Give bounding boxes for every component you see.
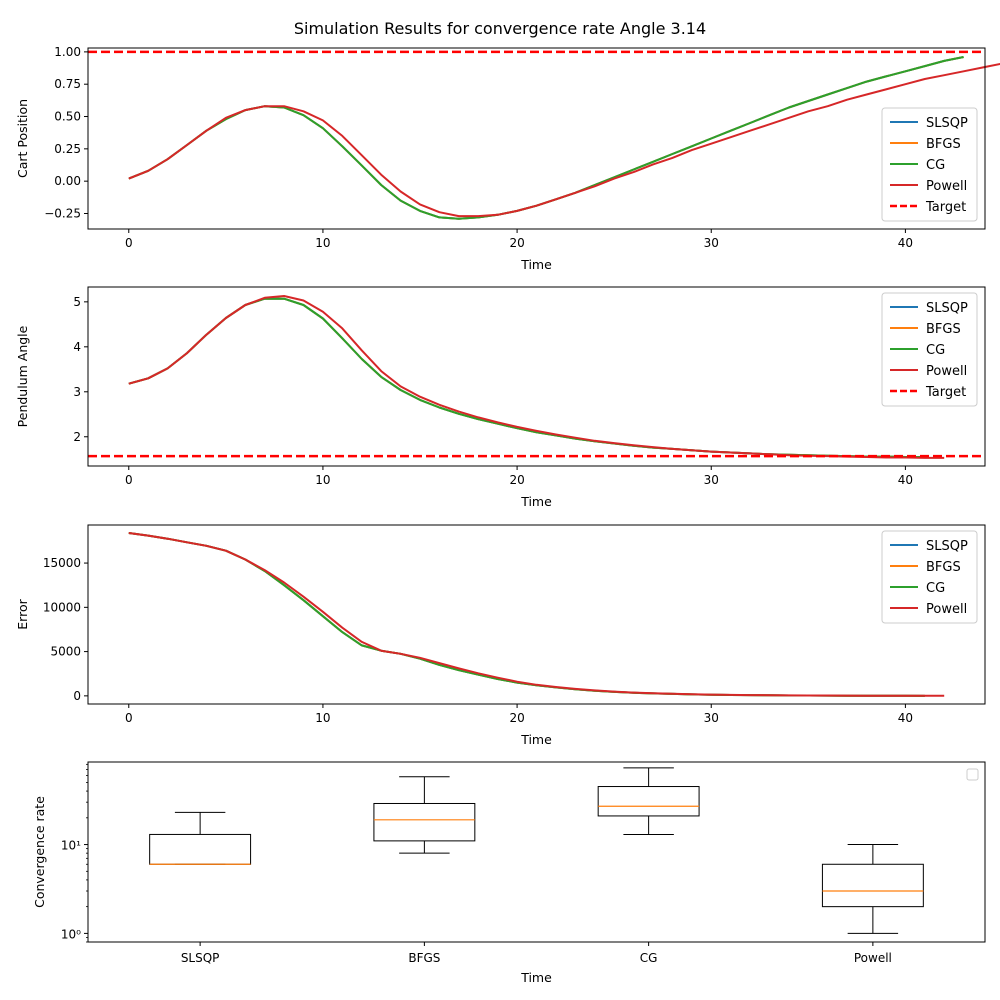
- legend-label: Powell: [926, 364, 967, 379]
- legend-box: [881, 107, 978, 222]
- series-line-powell: [128, 62, 1000, 218]
- subplot-3: 0 10 20 30 40 0 5000 10000 15000 Time Error SLSQP BF…: [15, 524, 986, 747]
- series-line-bfgs: [128, 532, 925, 697]
- legend-label: Powell: [926, 602, 967, 617]
- x-axis-label: Time: [520, 732, 552, 747]
- y-tick-label: 0.00: [54, 174, 81, 188]
- plot-frame: [87, 47, 986, 230]
- x-tick-label: 40: [898, 473, 913, 487]
- x-tick-label: 30: [704, 236, 719, 250]
- y-tick-label: 1.00: [54, 45, 81, 59]
- x-tick-label: Powell: [854, 951, 892, 965]
- box-iqr: [373, 802, 476, 842]
- y-tick-label: 0: [73, 689, 81, 703]
- y-tick-label: 4: [73, 340, 81, 354]
- legend-box: [881, 530, 978, 624]
- x-tick-label: 20: [509, 236, 524, 250]
- legend-label: CG: [926, 158, 945, 173]
- subplot-2: 0 10 20 30 40 2 3 4 5 Time Pendulum Angle SLSQP BFGS…: [15, 286, 986, 509]
- series-line-powell: [128, 295, 945, 459]
- legend-label: CG: [926, 581, 945, 596]
- legend-label: BFGS: [926, 322, 961, 337]
- x-tick-label: 20: [509, 473, 524, 487]
- legend-label: SLSQP: [926, 539, 968, 554]
- series-line-bfgs: [128, 56, 964, 220]
- series-line-cg: [128, 297, 925, 458]
- y-axis-label: Cart Position: [15, 99, 30, 178]
- figure-title: Simulation Results for convergence rate …: [294, 19, 706, 38]
- box-iqr: [597, 786, 700, 817]
- legend-label: Target: [925, 385, 966, 400]
- legend-label: SLSQP: [926, 301, 968, 316]
- y-axis-label: Pendulum Angle: [15, 325, 30, 427]
- box-bfgs: [373, 776, 476, 854]
- plot-frame: [87, 761, 986, 943]
- legend-box: [966, 768, 979, 781]
- legend-label: Powell: [926, 179, 967, 194]
- y-axis-label: Error: [15, 598, 30, 629]
- y-tick-label: −0.25: [44, 206, 81, 220]
- subplot-1: 0 10 20 30 40 −0.25 0.00 0.25 0.50 0.75 1.00 Time Ca…: [15, 45, 1000, 272]
- legend-label: BFGS: [926, 560, 961, 575]
- x-axis-label: Time: [520, 257, 552, 272]
- x-tick-label: 30: [704, 473, 719, 487]
- y-tick-label: 0.25: [54, 142, 81, 156]
- series-line-slsqp: [128, 56, 964, 220]
- x-tick-label: 0: [125, 711, 133, 725]
- series-line-powell: [128, 532, 945, 697]
- legend-label: Target: [925, 200, 966, 215]
- x-tick-label: 10: [315, 711, 330, 725]
- series-line-cg: [128, 532, 925, 697]
- box-slsqp: [149, 811, 252, 865]
- x-axis-label: Time: [520, 494, 552, 509]
- series-line-cg: [128, 56, 964, 220]
- x-tick-label: 30: [704, 711, 719, 725]
- x-tick-label: CG: [640, 951, 658, 965]
- y-tick-label: 5000: [50, 645, 81, 659]
- x-tick-label: 10: [315, 236, 330, 250]
- legend: SLSQP BFGS CG Powell: [881, 530, 978, 624]
- y-tick-label: 2: [73, 430, 81, 444]
- series-line-slsqp: [128, 532, 925, 697]
- y-tick-label: 5: [73, 295, 81, 309]
- plot-frame: [87, 524, 986, 705]
- x-axis-label: Time: [520, 970, 552, 985]
- legend: SLSQP BFGS CG Powell Target: [881, 107, 978, 222]
- box-cg: [597, 767, 700, 835]
- box-powell: [821, 844, 924, 934]
- legend: SLSQP BFGS CG Powell Target: [881, 292, 978, 407]
- legend-label: CG: [926, 343, 945, 358]
- x-tick-label: 0: [125, 473, 133, 487]
- x-tick-label: 10: [315, 473, 330, 487]
- box-iqr: [149, 833, 252, 865]
- legend-label: SLSQP: [926, 116, 968, 131]
- series-line-bfgs: [128, 297, 925, 458]
- legend-label: BFGS: [926, 137, 961, 152]
- x-tick-label: 40: [898, 236, 913, 250]
- subplot-4: SLSQP BFGS CG Powell 10⁰ 10¹ Time Convergence r…: [32, 761, 986, 985]
- series-line-slsqp: [128, 297, 925, 458]
- y-axis-label: Convergence rate: [32, 796, 47, 908]
- y-tick-label: 3: [73, 385, 81, 399]
- y-tick-label: 0.50: [54, 110, 81, 124]
- y-tick-label: 10¹: [61, 839, 81, 853]
- x-tick-label: 20: [509, 711, 524, 725]
- legend-box: [881, 292, 978, 407]
- x-tick-label: SLSQP: [181, 951, 220, 965]
- y-tick-label: 15000: [43, 556, 81, 570]
- x-tick-label: 40: [898, 711, 913, 725]
- plot-frame: [87, 286, 986, 467]
- x-tick-label: BFGS: [408, 951, 440, 965]
- y-tick-label: 0.75: [54, 77, 81, 91]
- box-iqr: [821, 863, 924, 908]
- y-tick-label: 10000: [43, 600, 81, 614]
- x-tick-label: 0: [125, 236, 133, 250]
- y-tick-label: 10⁰: [61, 927, 81, 941]
